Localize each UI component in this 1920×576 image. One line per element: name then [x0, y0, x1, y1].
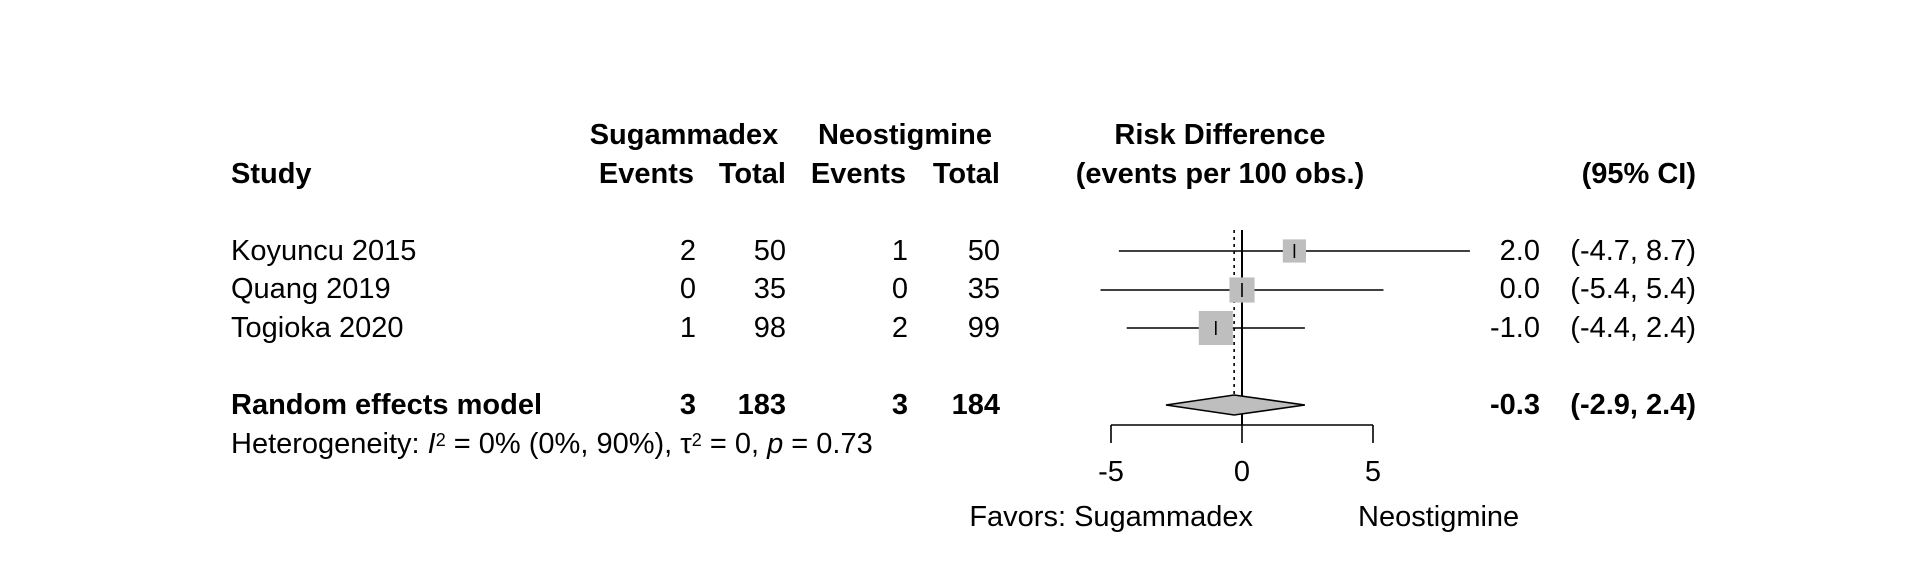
tau-value: = 0,: [701, 428, 768, 460]
pooled-name: Random effects model: [231, 389, 542, 421]
total2-header: Total: [932, 158, 1000, 190]
pooled-events1: 3: [679, 389, 696, 421]
x-tick-label: 5: [1365, 456, 1381, 488]
effect-header-line1: Risk Difference: [1114, 119, 1326, 151]
events1-cell: 1: [679, 312, 696, 344]
events1-header: Events: [598, 158, 694, 190]
total1-header: Total: [718, 158, 786, 190]
total1-cell: 98: [753, 312, 786, 344]
favors-right-label: Neostigmine: [1358, 501, 1519, 533]
pooled-events2: 3: [891, 389, 908, 421]
events2-cell: 1: [891, 235, 908, 267]
ci-cell: (-4.4, 2.4): [1570, 312, 1696, 344]
ci-header: (95% CI): [1581, 158, 1696, 190]
p-value: = 0.73: [783, 428, 873, 460]
pooled-total1: 183: [737, 389, 786, 421]
heterogeneity-prefix: Heterogeneity:: [231, 428, 428, 460]
pooled-estimate: -0.3: [1490, 389, 1540, 421]
total1-cell: 50: [753, 235, 786, 267]
total2-cell: 50: [967, 235, 1000, 267]
heterogeneity-text: Heterogeneity: I2 = 0% (0%, 90%), τ2 = 0…: [231, 427, 873, 461]
study-header: Study: [231, 158, 312, 190]
x-tick-label: -5: [1098, 456, 1124, 488]
events2-header: Events: [810, 158, 906, 190]
ci-cell: (-5.4, 5.4): [1570, 273, 1696, 305]
tau-symbol: τ: [680, 428, 692, 460]
estimate-cell: 0.0: [1499, 273, 1540, 305]
ci-cell: (-4.7, 8.7): [1570, 235, 1696, 267]
total2-cell: 99: [967, 312, 1000, 344]
i2-superscript: 2: [435, 430, 446, 450]
study-name: Quang 2019: [231, 273, 391, 305]
i2-value: = 0% (0%, 90%),: [445, 428, 681, 460]
total1-cell: 35: [753, 273, 786, 305]
pooled-ci: (-2.9, 2.4): [1570, 389, 1696, 421]
events2-cell: 0: [891, 273, 908, 305]
p-symbol: p: [767, 428, 784, 460]
tau-superscript: 2: [691, 430, 702, 450]
pooled-diamond: [1165, 394, 1305, 416]
events1-cell: 0: [679, 273, 696, 305]
study-name: Koyuncu 2015: [231, 235, 417, 267]
total2-cell: 35: [967, 273, 1000, 305]
group1-header: Sugammadex: [589, 119, 779, 151]
group2-header: Neostigmine: [817, 119, 993, 151]
x-tick-label: 0: [1234, 456, 1250, 488]
i2-symbol: I: [427, 428, 436, 460]
effect-header-line2: (events per 100 obs.): [1075, 158, 1365, 190]
estimate-cell: -1.0: [1490, 312, 1540, 344]
events2-cell: 2: [891, 312, 908, 344]
events1-cell: 2: [679, 235, 696, 267]
estimate-cell: 2.0: [1499, 235, 1540, 267]
favors-left-label: Favors: Sugammadex: [969, 501, 1253, 533]
study-name: Togioka 2020: [231, 312, 404, 344]
pooled-total2: 184: [951, 389, 1000, 421]
